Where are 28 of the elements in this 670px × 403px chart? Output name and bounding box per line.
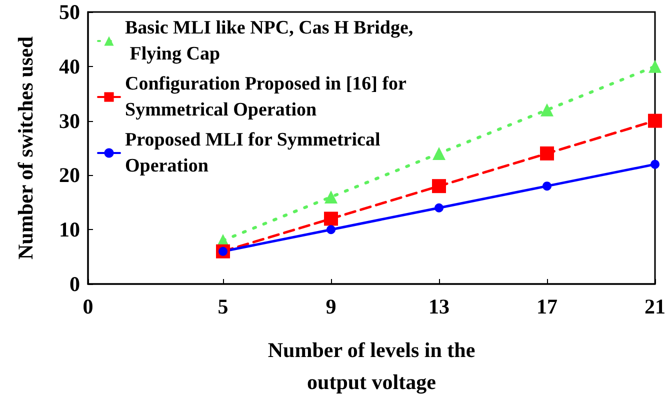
y-tick-label: 10	[59, 218, 80, 242]
point	[326, 225, 336, 234]
point	[434, 203, 444, 212]
y-tick-label: 30	[59, 108, 80, 133]
point	[324, 212, 338, 226]
y-tick-label: 50	[59, 0, 80, 24]
point	[540, 103, 554, 116]
x-tick-label: 13	[428, 294, 450, 318]
y-tick-label: 0	[70, 272, 80, 296]
y-axis-title: Number of switches used	[14, 36, 38, 260]
x-tick-label: 9	[326, 294, 336, 318]
x-tick-label: 17	[536, 294, 558, 318]
point	[650, 160, 660, 169]
x-tick-label: 5	[218, 294, 228, 318]
y-tick-label: 20	[59, 163, 80, 188]
point	[648, 60, 662, 73]
legend-label: Configuration Proposed in [16] for Symmetrical Operation	[125, 74, 411, 120]
point	[432, 146, 446, 160]
point	[432, 179, 446, 194]
x-tick-label: 21	[644, 294, 666, 318]
y-tick-label: 40	[59, 54, 80, 78]
legend-label: Proposed MLI for Symmetrical Operation	[125, 130, 385, 176]
point	[540, 146, 554, 160]
x-axis-title: Number of levels in the output voltage	[268, 338, 476, 394]
legend-label: Basic MLI like NPC, Cas H Bridge, Flying Cap	[125, 18, 414, 64]
point	[542, 182, 552, 191]
point	[648, 114, 662, 128]
point	[324, 190, 338, 204]
